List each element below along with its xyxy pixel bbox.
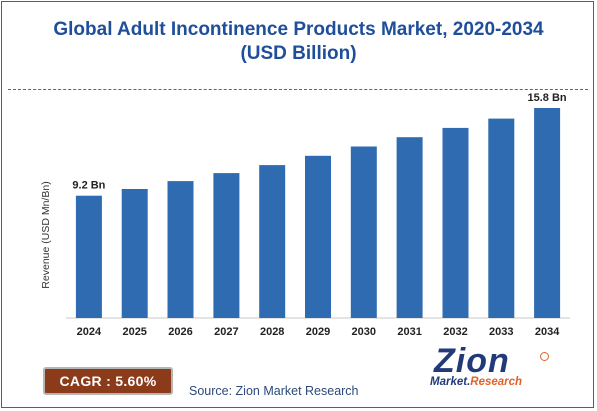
bar-2030 [350, 146, 377, 318]
bar-2031 [396, 137, 423, 318]
x-tick-label-2028: 2028 [260, 326, 284, 338]
bar-2026 [167, 181, 194, 318]
bar-2033 [488, 118, 515, 318]
x-tick-label-2025: 2025 [122, 326, 146, 338]
logo-registered-mark [540, 352, 549, 361]
bar-2027 [213, 173, 240, 318]
source-note: Source: Zion Market Research [189, 384, 359, 398]
x-tick-label-2032: 2032 [443, 326, 467, 338]
chart-title-line1: Global Adult Incontinence Products Marke… [53, 19, 544, 40]
zion-logo: Zion Market.Research [428, 342, 550, 392]
x-tick-label-2026: 2026 [168, 326, 192, 338]
data-label-2034: 15.8 Bn [528, 92, 567, 104]
bar-2029 [305, 155, 331, 318]
x-tick-label-2034: 2034 [535, 326, 560, 338]
bar-2028 [259, 165, 286, 318]
x-tick-label-2027: 2027 [214, 326, 238, 338]
bar-2024 [75, 195, 102, 318]
data-label-2024: 9.2 Bn [72, 180, 105, 192]
title-divider [8, 89, 588, 90]
logo-subtitle: Market.Research [430, 376, 522, 388]
logo-subtitle-part1: Market. [430, 376, 471, 388]
bar-2025 [121, 189, 148, 318]
x-tick-label-2029: 2029 [306, 326, 330, 338]
x-tick-label-2024: 2024 [77, 326, 102, 338]
logo-subtitle-part2: Research [470, 376, 523, 388]
x-tick-label-2031: 2031 [397, 326, 421, 338]
x-tick-label-2033: 2033 [489, 326, 513, 338]
bar-2034 [534, 108, 561, 318]
cagr-badge: CAGR : 5.60% [43, 367, 173, 395]
chart-title-line2: (USD Billion) [240, 43, 357, 64]
bar-2032 [442, 127, 469, 319]
chart-title: Global Adult Incontinence Products Marke… [0, 18, 597, 66]
logo-wordmark: Zion [434, 342, 510, 380]
x-tick-label-2030: 2030 [352, 326, 376, 338]
